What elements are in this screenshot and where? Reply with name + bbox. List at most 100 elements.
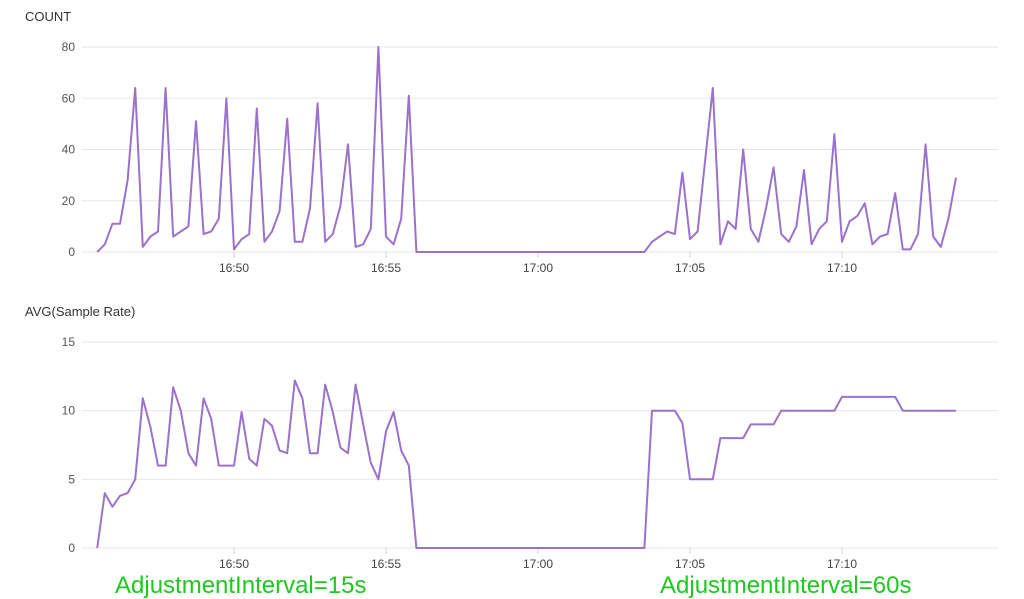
- data-point[interactable]: [930, 234, 936, 240]
- data-point[interactable]: [117, 493, 123, 499]
- data-point[interactable]: [193, 463, 199, 469]
- data-point[interactable]: [938, 244, 944, 250]
- data-point[interactable]: [831, 131, 837, 137]
- data-point[interactable]: [391, 409, 397, 415]
- data-point[interactable]: [216, 216, 222, 222]
- data-point[interactable]: [315, 100, 321, 106]
- data-point[interactable]: [398, 216, 404, 222]
- data-point[interactable]: [261, 416, 267, 422]
- data-point[interactable]: [277, 208, 283, 214]
- data-point[interactable]: [740, 147, 746, 153]
- data-point[interactable]: [695, 229, 701, 235]
- data-point[interactable]: [945, 216, 951, 222]
- data-point[interactable]: [649, 408, 655, 414]
- data-point[interactable]: [337, 445, 343, 451]
- data-point[interactable]: [778, 231, 784, 237]
- data-point[interactable]: [330, 231, 336, 237]
- data-point[interactable]: [854, 213, 860, 219]
- data-point[interactable]: [657, 234, 663, 240]
- data-point[interactable]: [679, 170, 685, 176]
- data-point[interactable]: [178, 408, 184, 414]
- data-point[interactable]: [147, 234, 153, 240]
- data-point[interactable]: [862, 200, 868, 206]
- data-point[interactable]: [360, 421, 366, 427]
- data-point[interactable]: [163, 85, 169, 91]
- data-point[interactable]: [771, 164, 777, 170]
- data-point[interactable]: [649, 239, 655, 245]
- data-point[interactable]: [839, 394, 845, 400]
- data-point[interactable]: [147, 424, 153, 430]
- data-point[interactable]: [733, 226, 739, 232]
- data-point[interactable]: [907, 246, 913, 252]
- data-point[interactable]: [125, 177, 131, 183]
- data-point[interactable]: [641, 249, 647, 255]
- data-point[interactable]: [383, 428, 389, 434]
- data-point[interactable]: [672, 231, 678, 237]
- data-point[interactable]: [398, 447, 404, 453]
- data-point[interactable]: [892, 190, 898, 196]
- data-point[interactable]: [717, 241, 723, 247]
- data-point[interactable]: [140, 395, 146, 401]
- data-point[interactable]: [953, 408, 959, 414]
- data-point[interactable]: [330, 409, 336, 415]
- data-point[interactable]: [763, 205, 769, 211]
- data-point[interactable]: [353, 382, 359, 388]
- data-point[interactable]: [208, 229, 214, 235]
- data-point[interactable]: [687, 236, 693, 242]
- data-point[interactable]: [702, 157, 708, 163]
- data-point[interactable]: [102, 241, 108, 247]
- data-point[interactable]: [132, 476, 138, 482]
- data-point[interactable]: [307, 450, 313, 456]
- data-point[interactable]: [193, 118, 199, 124]
- data-point[interactable]: [239, 409, 245, 415]
- data-point[interactable]: [847, 218, 853, 224]
- data-point[interactable]: [102, 490, 108, 496]
- data-point[interactable]: [748, 226, 754, 232]
- data-point[interactable]: [406, 93, 412, 99]
- data-point[interactable]: [170, 234, 176, 240]
- data-point[interactable]: [413, 545, 419, 551]
- data-point[interactable]: [406, 463, 412, 469]
- data-point[interactable]: [786, 239, 792, 245]
- data-point[interactable]: [710, 85, 716, 91]
- data-point[interactable]: [368, 460, 374, 466]
- data-point[interactable]: [368, 226, 374, 232]
- data-point[interactable]: [740, 435, 746, 441]
- data-point[interactable]: [208, 416, 214, 422]
- data-point[interactable]: [155, 229, 161, 235]
- data-point[interactable]: [748, 421, 754, 427]
- data-point[interactable]: [831, 408, 837, 414]
- data-point[interactable]: [117, 221, 123, 227]
- data-point[interactable]: [170, 384, 176, 390]
- data-point[interactable]: [869, 241, 875, 247]
- data-point[interactable]: [178, 229, 184, 235]
- data-point[interactable]: [109, 221, 115, 227]
- data-point[interactable]: [710, 476, 716, 482]
- data-point[interactable]: [261, 239, 267, 245]
- data-point[interactable]: [345, 141, 351, 147]
- data-point[interactable]: [284, 450, 290, 456]
- data-point[interactable]: [793, 223, 799, 229]
- data-point[interactable]: [413, 249, 419, 255]
- data-point[interactable]: [322, 239, 328, 245]
- data-point[interactable]: [223, 95, 229, 101]
- data-point[interactable]: [216, 463, 222, 469]
- data-point[interactable]: [254, 463, 260, 469]
- data-point[interactable]: [94, 545, 100, 551]
- data-point[interactable]: [231, 463, 237, 469]
- data-point[interactable]: [155, 463, 161, 469]
- data-point[interactable]: [109, 504, 115, 510]
- data-point[interactable]: [391, 241, 397, 247]
- data-point[interactable]: [185, 450, 191, 456]
- data-point[interactable]: [900, 408, 906, 414]
- data-point[interactable]: [345, 450, 351, 456]
- data-point[interactable]: [885, 231, 891, 237]
- data-point[interactable]: [809, 241, 815, 247]
- data-point[interactable]: [277, 447, 283, 453]
- data-point[interactable]: [679, 420, 685, 426]
- data-point[interactable]: [801, 167, 807, 173]
- data-point[interactable]: [269, 423, 275, 429]
- data-point[interactable]: [284, 116, 290, 122]
- data-point[interactable]: [687, 476, 693, 482]
- data-point[interactable]: [672, 408, 678, 414]
